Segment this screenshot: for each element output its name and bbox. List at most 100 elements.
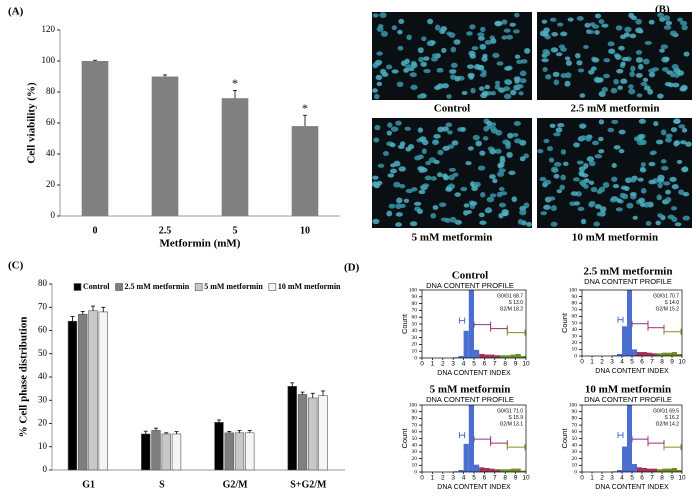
nucleus xyxy=(598,19,605,24)
nucleus xyxy=(613,78,619,85)
nucleus xyxy=(620,185,628,190)
x-tick-label: 6 xyxy=(483,361,487,368)
nucleus xyxy=(393,181,401,188)
x-tick-label: 3 xyxy=(610,475,614,482)
x-tick-label: 8 xyxy=(660,359,664,366)
nucleus xyxy=(549,123,556,128)
nucleus xyxy=(587,29,595,35)
histogram-bar xyxy=(489,354,495,358)
nucleus xyxy=(406,34,412,41)
nucleus xyxy=(437,149,444,156)
nucleus xyxy=(667,214,675,220)
nucleus xyxy=(655,220,661,226)
nucleus xyxy=(581,173,589,178)
nucleus xyxy=(569,201,577,207)
y-tick-label: 60 xyxy=(412,314,418,320)
y-tick-label: 10 xyxy=(572,347,578,353)
nucleus xyxy=(660,129,667,136)
nucleus xyxy=(546,146,554,152)
y-tick-label: 0 xyxy=(414,355,417,361)
bar xyxy=(234,432,245,471)
nucleus xyxy=(524,47,531,54)
nucleus xyxy=(607,127,615,133)
legend-label: 10 mM metformin xyxy=(278,282,341,291)
nucleus xyxy=(438,202,447,208)
bar xyxy=(151,76,179,216)
histogram-bar xyxy=(677,469,682,472)
nucleus xyxy=(540,211,548,216)
nucleus xyxy=(662,15,671,21)
legend-label: 5 mM metformin xyxy=(204,282,263,291)
nucleus xyxy=(480,92,488,99)
histogram-bar xyxy=(484,354,490,358)
nucleus xyxy=(599,206,607,213)
nucleus xyxy=(541,19,548,24)
nucleus xyxy=(478,36,485,41)
nucleus xyxy=(672,82,680,88)
histogram-bar xyxy=(632,349,637,356)
nucleus xyxy=(398,166,406,172)
nucleus xyxy=(480,26,486,32)
legend-swatch xyxy=(115,283,123,291)
nucleus xyxy=(636,93,643,98)
nucleus xyxy=(632,215,638,220)
y-tick-label: 100 xyxy=(569,402,578,408)
nucleus xyxy=(579,123,587,129)
x-tick-label: 3 xyxy=(451,475,455,482)
x-tick-label: 7 xyxy=(493,361,497,368)
y-tick-label: 80 xyxy=(412,416,418,422)
histogram-bar xyxy=(500,355,506,358)
nucleus xyxy=(677,17,683,23)
nucleus xyxy=(677,70,685,76)
histogram-bar xyxy=(637,467,642,472)
x-tick-label: 9 xyxy=(670,475,674,482)
histogram-bar xyxy=(458,355,464,358)
chart-title: Control xyxy=(452,270,488,282)
nucleus xyxy=(417,166,425,171)
nucleus xyxy=(635,56,644,63)
nucleus xyxy=(671,63,679,70)
phase-stat: G2/M 14.2 xyxy=(656,421,680,427)
nucleus xyxy=(490,91,497,96)
nucleus xyxy=(477,165,486,171)
x-tick-label: 10 xyxy=(678,475,686,482)
bar xyxy=(291,126,319,216)
nucleus xyxy=(638,118,646,124)
nucleus xyxy=(550,205,557,212)
x-tick-label: 5 xyxy=(472,475,476,482)
nucleus xyxy=(484,84,490,90)
y-tick-label: 60 xyxy=(38,325,48,335)
nucleus xyxy=(545,74,552,80)
histogram-bar xyxy=(494,469,500,472)
nucleus xyxy=(382,151,389,156)
nucleus xyxy=(596,211,604,217)
nucleus xyxy=(460,186,468,192)
y-tick-label: 30 xyxy=(572,449,578,455)
x-tick-label: 10 xyxy=(522,361,530,368)
nucleus xyxy=(635,18,642,25)
significance-mark: * xyxy=(232,76,238,90)
nucleus xyxy=(400,60,407,67)
nucleus xyxy=(670,127,678,133)
bar xyxy=(214,422,224,471)
histogram-bar xyxy=(468,290,474,358)
nucleus xyxy=(389,168,398,174)
nucleus xyxy=(553,132,561,137)
nucleus xyxy=(390,126,399,132)
x-tick-label: 10 xyxy=(300,225,310,236)
nucleus xyxy=(636,139,645,146)
y-tick-label: 20 xyxy=(412,342,418,348)
bar xyxy=(308,397,318,471)
nucleus xyxy=(598,91,606,97)
nucleus xyxy=(376,81,383,87)
nucleus xyxy=(542,31,549,37)
nucleus xyxy=(488,174,496,180)
nucleus xyxy=(448,167,456,172)
nucleus xyxy=(639,167,647,173)
nucleus xyxy=(660,44,669,50)
nucleus xyxy=(564,56,571,61)
nucleus xyxy=(494,80,501,86)
bar xyxy=(81,61,109,216)
nucleus xyxy=(621,57,629,62)
nucleus xyxy=(611,162,617,169)
